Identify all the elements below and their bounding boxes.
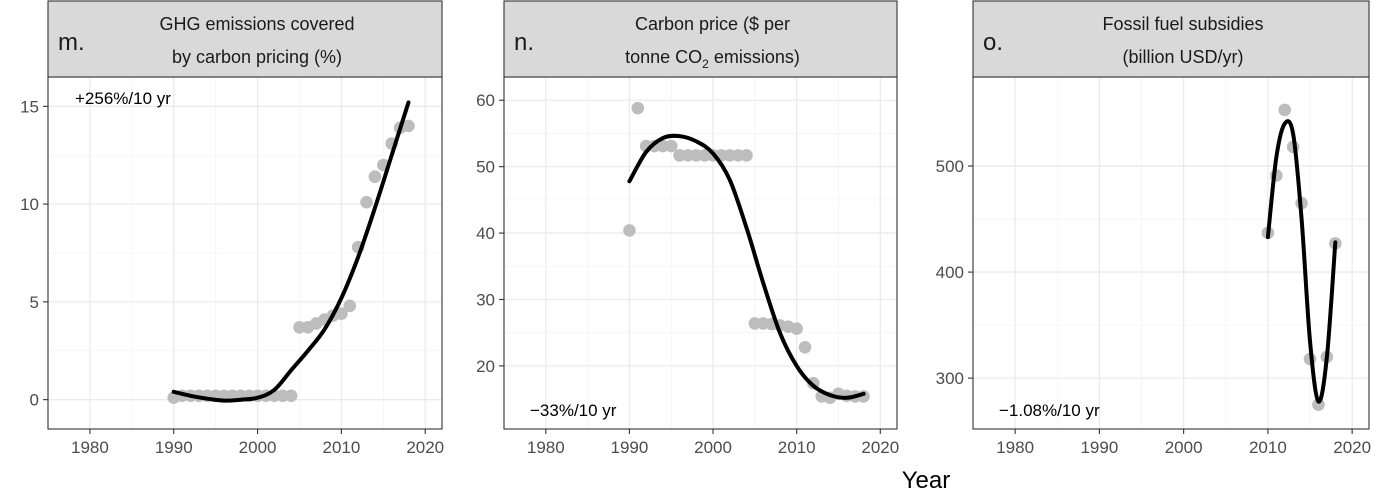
trend-annotation: +256%/10 yr	[75, 89, 171, 108]
x-tick-label: 1990	[1080, 438, 1118, 457]
x-tick-label: 2000	[1165, 438, 1203, 457]
panel-title-line: GHG emissions covered	[159, 14, 354, 34]
x-tick-label: 2020	[1333, 438, 1371, 457]
y-tick-label: 500	[936, 157, 964, 176]
panel-letter: o.	[983, 29, 1003, 56]
x-tick-label: 2010	[322, 438, 360, 457]
data-point	[790, 322, 803, 336]
y-tick-label: 0	[30, 391, 39, 410]
x-tick-label: 2020	[861, 438, 899, 457]
y-tick-label: 15	[20, 97, 39, 116]
data-point	[368, 170, 382, 184]
data-point	[343, 299, 357, 313]
x-tick-label: 1990	[155, 438, 193, 457]
panel-letter: m.	[58, 29, 85, 56]
data-point	[631, 101, 645, 115]
plot-area	[973, 77, 1369, 429]
y-tick-label: 50	[476, 158, 495, 177]
data-point	[402, 119, 415, 133]
panel-strip	[503, 0, 898, 78]
data-point	[360, 195, 373, 209]
trend-annotation: −1.08%/10 yr	[999, 401, 1100, 420]
trend-annotation: −33%/10 yr	[530, 401, 617, 420]
trend-line	[627, 133, 866, 400]
x-tick-label: 2000	[239, 438, 277, 457]
x-tick-label: 1990	[611, 438, 649, 457]
data-point	[798, 341, 812, 354]
panel-strip	[972, 0, 1370, 78]
panels: 1980 1990 2000 2010 2020 0 5 10 15 m. GHG emission…	[20, 0, 1371, 457]
x-tick-label: 2010	[778, 438, 816, 457]
panel-title-line: (billion USD/yr)	[1122, 47, 1243, 67]
data-point	[284, 389, 298, 403]
x-tick-label: 2010	[1249, 438, 1287, 457]
y-tick-label: 20	[476, 357, 495, 376]
x-tick-label: 2000	[694, 438, 732, 457]
data-point	[623, 224, 636, 237]
x-tick-label: 1980	[71, 438, 109, 457]
y-tick-label: 300	[936, 369, 964, 388]
data-point	[664, 139, 678, 153]
x-tick-label: 2020	[406, 438, 444, 457]
y-tick-label: 10	[20, 195, 39, 214]
panel-title-line: by carbon pricing (%)	[172, 47, 342, 67]
plot-area	[504, 77, 897, 429]
y-tick-label: 40	[476, 224, 495, 243]
x-tick-label: 1980	[996, 438, 1034, 457]
y-tick-label: 5	[30, 293, 39, 312]
y-tick-label: 30	[476, 290, 495, 309]
panel-strip	[47, 0, 443, 78]
panel-o: 1980 1990 2000 2010 2020 300 400 500 o. Fossil fu…	[936, 0, 1371, 457]
trend-line	[1265, 119, 1338, 404]
data-point	[740, 149, 753, 162]
panel-letter: n.	[514, 29, 534, 56]
x-axis-title: Year	[902, 467, 951, 494]
data-point	[1278, 103, 1292, 117]
x-tick-label: 1980	[527, 438, 565, 457]
y-tick-label: 400	[936, 263, 964, 282]
panel-title-line: Carbon price ($ per	[635, 14, 790, 34]
trend-line	[171, 100, 411, 403]
panel-title-line: Fossil fuel subsidies	[1102, 14, 1263, 34]
panel-m: 1980 1990 2000 2010 2020 0 5 10 15 m. GHG emission…	[20, 0, 444, 457]
data-point	[335, 307, 348, 320]
y-tick-label: 60	[476, 91, 495, 110]
panel-title-line: tonne CO2 emissions)	[625, 47, 800, 71]
